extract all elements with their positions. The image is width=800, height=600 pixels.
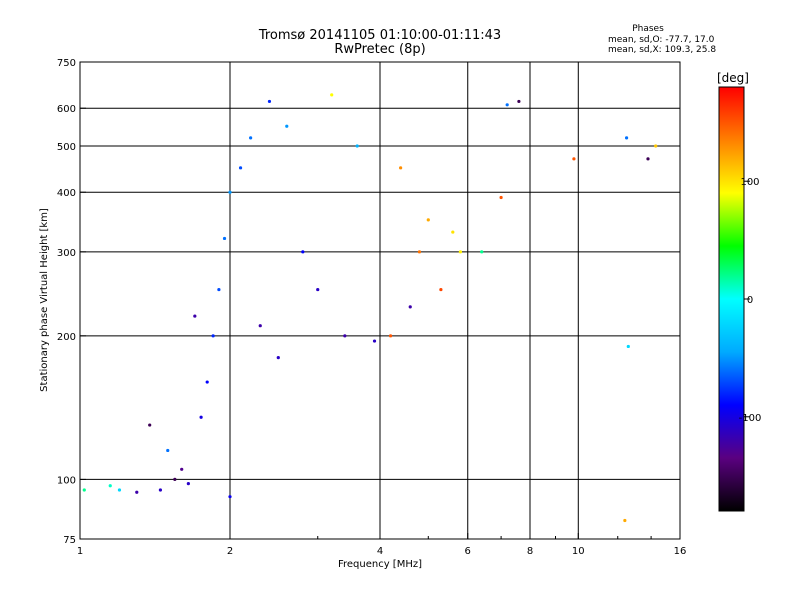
scatter-point bbox=[211, 334, 215, 338]
x-axis-ticks: 1 2 4 6 8 10 16 bbox=[77, 533, 687, 557]
x-tick-label: 10 bbox=[572, 546, 585, 557]
scatter-point bbox=[258, 324, 262, 328]
scatter-point bbox=[517, 99, 521, 104]
y-tick-label: 750 bbox=[57, 58, 76, 69]
scatter-point bbox=[646, 157, 650, 161]
scatter-points bbox=[82, 93, 658, 523]
colorbar-label: [deg] bbox=[717, 71, 749, 85]
scatter-point bbox=[417, 250, 422, 254]
scatter-point bbox=[228, 190, 232, 194]
scatter-point bbox=[408, 305, 412, 309]
scatter-point bbox=[249, 136, 253, 140]
y-axis-label: Stationary phase Virtual Height [km] bbox=[39, 208, 50, 392]
scatter-point bbox=[451, 230, 455, 234]
scatter-point bbox=[654, 144, 658, 148]
x-axis-label: Frequency [MHz] bbox=[338, 559, 422, 570]
scatter-point bbox=[439, 287, 443, 292]
scatter-point bbox=[158, 488, 163, 492]
chart-subtitle: RwPretec (8p) bbox=[334, 42, 425, 57]
scatter-point bbox=[173, 477, 177, 482]
scatter-point bbox=[480, 250, 484, 254]
y-tick-label: 200 bbox=[57, 332, 76, 343]
x-tick-label: 16 bbox=[674, 546, 687, 557]
scatter-point bbox=[505, 103, 509, 107]
scatter-point bbox=[301, 250, 305, 254]
x-tick-label: 6 bbox=[465, 546, 471, 557]
scatter-point bbox=[276, 356, 280, 360]
scatter-point bbox=[623, 518, 627, 523]
scatter-point bbox=[343, 334, 347, 338]
y-axis-ticks: 75 100 200 300 400 500 600 750 bbox=[57, 58, 86, 546]
colorbar-tick-label: 100 bbox=[740, 177, 759, 188]
colorbar bbox=[718, 86, 745, 512]
scatter-point bbox=[108, 484, 112, 488]
scatter-point bbox=[626, 344, 630, 349]
chart-title: Tromsø 20141105 01:10:00-01:11:43 bbox=[258, 28, 501, 43]
scatter-point bbox=[267, 99, 272, 104]
phase-stats-heading: Phases bbox=[632, 24, 664, 34]
x-tick-label: 4 bbox=[377, 546, 383, 557]
scatter-point bbox=[193, 314, 197, 318]
scatter-point bbox=[199, 415, 203, 419]
scatter-point bbox=[355, 144, 359, 148]
colorbar-ticks: 100 0 -100 bbox=[739, 177, 762, 424]
scatter-point bbox=[82, 488, 86, 492]
y-tick-label: 400 bbox=[57, 188, 76, 199]
scatter-point bbox=[372, 339, 377, 343]
y-tick-label: 100 bbox=[57, 475, 76, 486]
scatter-point bbox=[426, 218, 430, 222]
y-tick-label: 300 bbox=[57, 248, 76, 259]
phase-stats-x: mean, sd,X: 109.3, 25.8 bbox=[608, 45, 716, 55]
scatter-point bbox=[135, 490, 139, 494]
colorbar-tick-label: -100 bbox=[739, 413, 762, 424]
scatter-point bbox=[180, 467, 184, 471]
y-tick-label: 75 bbox=[63, 535, 76, 546]
scatter-point bbox=[399, 166, 403, 170]
scatter-point bbox=[330, 93, 334, 97]
x-tick-label: 2 bbox=[227, 546, 233, 557]
scatter-point bbox=[228, 495, 232, 499]
scatter-point bbox=[217, 287, 221, 292]
scatter-point bbox=[186, 481, 190, 486]
scatter-point bbox=[458, 250, 463, 254]
y-tick-label: 500 bbox=[57, 142, 76, 153]
scatter-point bbox=[148, 423, 152, 427]
scatter-point bbox=[316, 287, 320, 292]
scatter-point bbox=[117, 488, 122, 492]
scatter-point bbox=[205, 380, 209, 384]
scatter-point bbox=[285, 124, 289, 128]
scatter-point bbox=[624, 136, 629, 140]
scatter-point bbox=[388, 334, 393, 338]
scatter-point bbox=[222, 236, 227, 241]
colorbar-tick-label: 0 bbox=[747, 295, 753, 306]
grid-lines bbox=[80, 62, 680, 539]
phase-stats-o: mean, sd,O: -77.7, 17.0 bbox=[608, 35, 715, 45]
scatter-point bbox=[499, 195, 503, 200]
x-tick-label: 8 bbox=[527, 546, 533, 557]
scatter-point bbox=[572, 157, 576, 161]
y-tick-label: 600 bbox=[57, 104, 76, 115]
scatter-point bbox=[166, 448, 170, 453]
scatter-point bbox=[238, 166, 243, 170]
x-tick-label: 1 bbox=[77, 546, 83, 557]
